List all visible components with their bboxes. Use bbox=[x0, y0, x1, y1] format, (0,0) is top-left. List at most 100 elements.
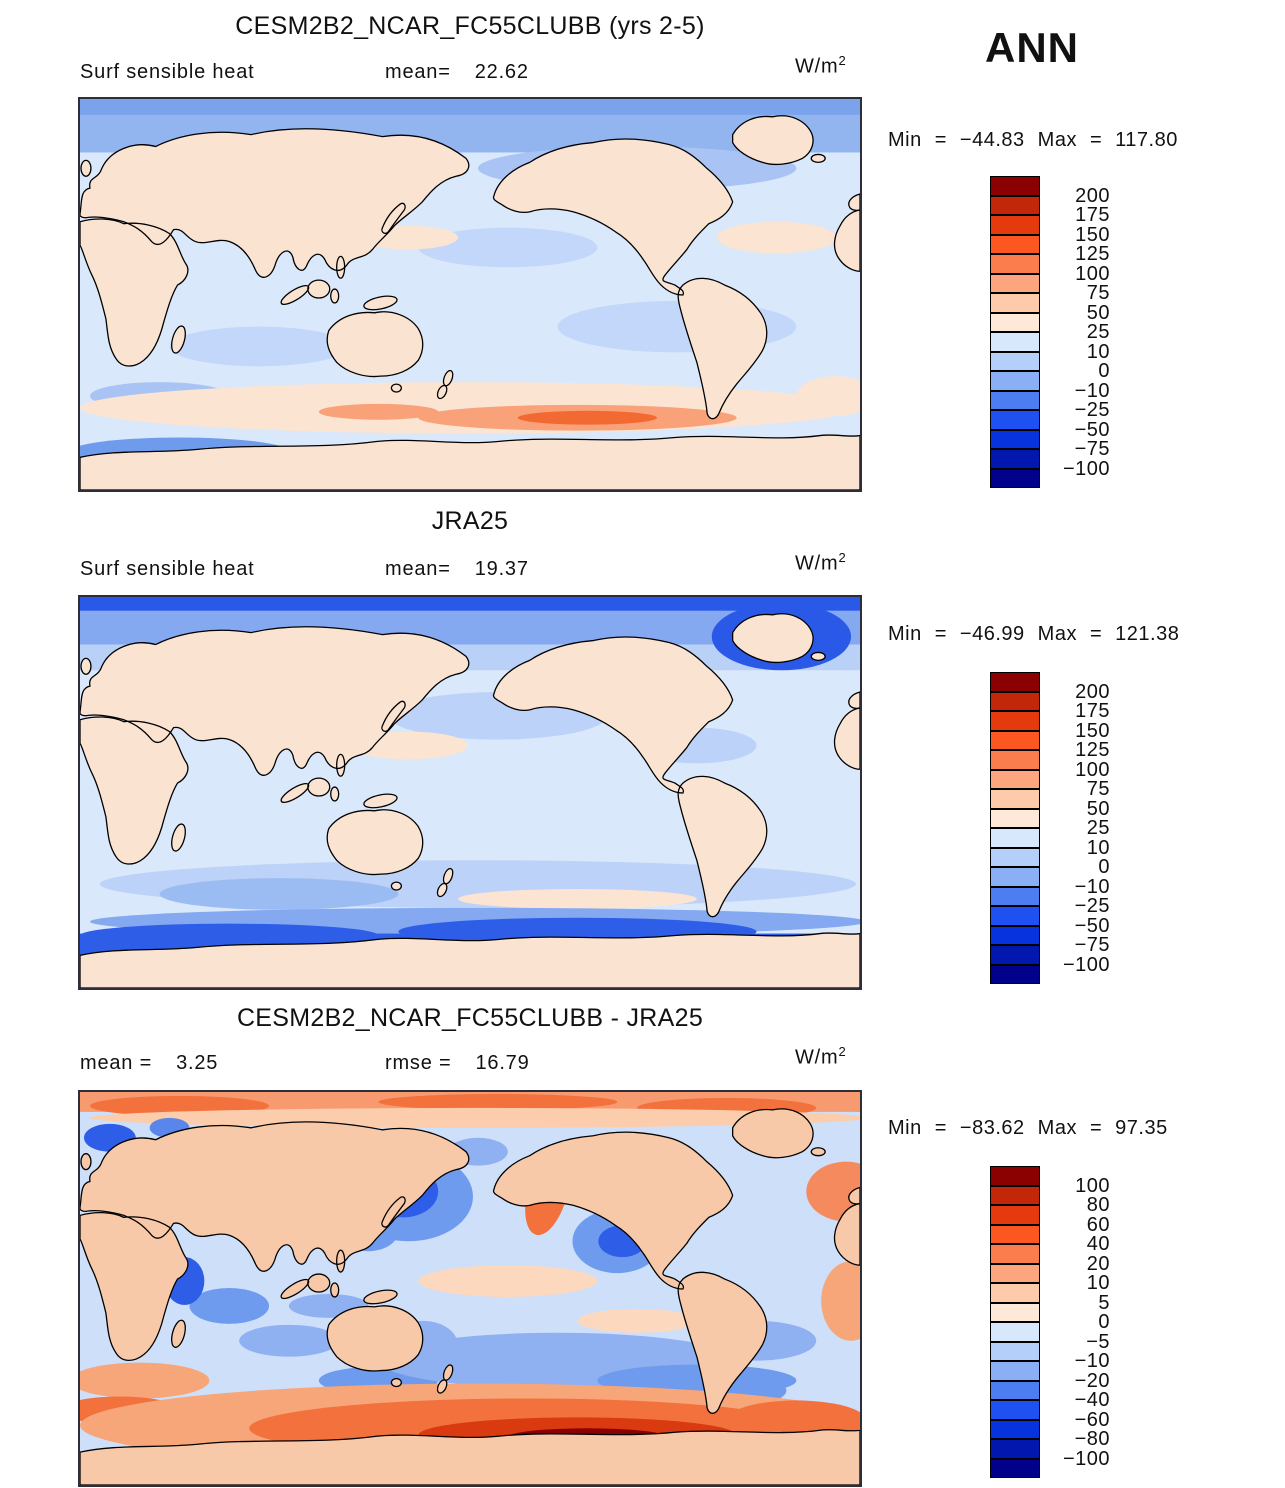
colorbar-cell bbox=[990, 1283, 1040, 1303]
colorbar-tick-label: −25 bbox=[1074, 895, 1110, 917]
panel-model: CESM2B2_NCAR_FC55CLUBB (yrs 2-5) Surf se… bbox=[0, 0, 1285, 500]
units-exponent: 2 bbox=[838, 53, 847, 68]
colorbar-tick-label: 75 bbox=[1086, 282, 1110, 304]
colorbar-tick-label: −75 bbox=[1074, 438, 1110, 460]
colorbar-tick-label: 40 bbox=[1086, 1233, 1110, 1255]
colorbar-cell bbox=[990, 351, 1040, 371]
equals-sign: = bbox=[1089, 1117, 1103, 1139]
colorbar-cell bbox=[990, 691, 1040, 711]
units-text: W/m bbox=[795, 552, 839, 575]
colorbar-tick-label: 125 bbox=[1075, 739, 1110, 761]
colorbar-tick-label: −100 bbox=[1062, 457, 1110, 480]
max-value: 97.35 bbox=[1115, 1117, 1168, 1139]
colorbar-cell bbox=[990, 390, 1040, 410]
colorbar-tick-label: −50 bbox=[1074, 418, 1110, 441]
colorbar-cell bbox=[990, 886, 1040, 906]
colorbar-tick-label: 150 bbox=[1075, 223, 1110, 246]
rmse-stat: rmse = 16.79 bbox=[385, 1052, 530, 1075]
colorbar-cell bbox=[990, 1380, 1040, 1400]
colorbar-tick-label: −20 bbox=[1074, 1369, 1110, 1392]
colorbar-tick-label: 10 bbox=[1086, 836, 1110, 859]
colorbar-cell bbox=[990, 1185, 1040, 1205]
map-difference bbox=[78, 1090, 862, 1487]
colorbar-tick-label: 175 bbox=[1075, 204, 1110, 226]
min-value: −83.62 bbox=[959, 1117, 1025, 1139]
map-difference-figure bbox=[80, 1092, 860, 1485]
rmse-label: rmse = bbox=[385, 1052, 452, 1074]
equals-sign: = bbox=[934, 1117, 947, 1139]
colorbar-tick-label: −5 bbox=[1086, 1330, 1110, 1353]
max-label: Max bbox=[1037, 1117, 1077, 1139]
colorbar-cell bbox=[990, 1322, 1040, 1342]
colorbar-cell bbox=[990, 1263, 1040, 1283]
colorbar-tick-label: 60 bbox=[1086, 1213, 1110, 1236]
equals-sign: = bbox=[1089, 623, 1103, 645]
mean-label: mean = bbox=[80, 1052, 153, 1074]
colorbar-cell bbox=[990, 1439, 1040, 1459]
min-value: −44.83 bbox=[959, 129, 1025, 151]
minmax-stat: Min = −46.99 Max = 121.38 bbox=[888, 623, 1179, 646]
colorbar: 200 175 150 125 100 75 50 25 10 0 −10 −25 −50 −75 −100 bbox=[990, 672, 1110, 984]
colorbar-cell bbox=[990, 332, 1040, 352]
colorbar-cell bbox=[990, 847, 1040, 867]
colorbar-cell bbox=[990, 1205, 1040, 1225]
colorbar-cell bbox=[990, 293, 1040, 313]
minmax-stat: Min = −83.62 Max = 97.35 bbox=[888, 1117, 1168, 1140]
map-model bbox=[78, 97, 862, 492]
colorbar-cell bbox=[990, 215, 1040, 235]
colorbar-tick-label: 175 bbox=[1075, 700, 1110, 722]
units-text: W/m bbox=[795, 55, 839, 78]
colorbar-cell bbox=[990, 1166, 1040, 1186]
colorbar: 100 80 60 40 20 10 5 0 −5 −10 −20 −40 −60 −80 −100 bbox=[990, 1166, 1110, 1478]
colorbar-cell bbox=[990, 1400, 1040, 1420]
colorbar-tick-label: 75 bbox=[1086, 778, 1110, 800]
max-value: 121.38 bbox=[1115, 623, 1180, 645]
colorbar-cell bbox=[990, 925, 1040, 945]
colorbar-cell bbox=[990, 750, 1040, 770]
colorbar-cell bbox=[990, 1341, 1040, 1361]
colorbar-cell bbox=[990, 828, 1040, 848]
mean-label: mean= bbox=[385, 61, 451, 83]
colorbar-tick-label: 25 bbox=[1086, 321, 1110, 343]
colorbar-cell bbox=[990, 410, 1040, 430]
units-label: W/m2 bbox=[795, 1044, 847, 1070]
colorbar-tick-label: 10 bbox=[1086, 1272, 1110, 1294]
colorbar-tick-label: 0 bbox=[1098, 856, 1110, 878]
map-model-figure bbox=[80, 99, 860, 490]
colorbar-cell bbox=[990, 867, 1040, 887]
colorbar-tick-label: 5 bbox=[1098, 1291, 1110, 1314]
colorbar-cell bbox=[990, 789, 1040, 809]
panel-title: JRA25 bbox=[431, 507, 509, 535]
min-label: Min bbox=[888, 623, 922, 645]
panel-title: CESM2B2_NCAR_FC55CLUBB (yrs 2-5) bbox=[235, 12, 705, 40]
colorbar-cell bbox=[990, 273, 1040, 293]
colorbar-cell bbox=[990, 1361, 1040, 1381]
colorbar-cell bbox=[990, 1419, 1040, 1439]
colorbar-tick-label: 20 bbox=[1086, 1252, 1110, 1275]
colorbar-cell bbox=[990, 176, 1040, 196]
equals-sign: = bbox=[934, 129, 947, 151]
colorbar-tick-label: 80 bbox=[1086, 1194, 1110, 1216]
colorbar-cell bbox=[990, 1244, 1040, 1264]
mean-value: 3.25 bbox=[176, 1052, 219, 1074]
map-reference-figure bbox=[80, 597, 860, 988]
colorbar-tick-label: −10 bbox=[1074, 379, 1110, 402]
colorbar-tick-label: 200 bbox=[1075, 680, 1110, 703]
panel-title: CESM2B2_NCAR_FC55CLUBB - JRA25 bbox=[236, 1004, 704, 1032]
colorbar-tick-label: 100 bbox=[1075, 262, 1110, 285]
units-exponent: 2 bbox=[838, 1044, 847, 1059]
colorbar-tick-label: 125 bbox=[1075, 243, 1110, 265]
units-exponent: 2 bbox=[838, 550, 847, 565]
equals-sign: = bbox=[934, 623, 947, 645]
mean-value: 19.37 bbox=[474, 558, 529, 580]
colorbar-cell bbox=[990, 312, 1040, 332]
colorbar-cell bbox=[990, 906, 1040, 926]
panel-difference: CESM2B2_NCAR_FC55CLUBB - JRA25 mean = 3.2… bbox=[0, 998, 1285, 1488]
panel-reference: JRA25 Surf sensible heat mean= 19.37 W/m2… bbox=[0, 500, 1285, 998]
colorbar-tick-label: 0 bbox=[1098, 1311, 1110, 1333]
colorbar-cell bbox=[990, 711, 1040, 731]
colorbar-tick-label: −10 bbox=[1074, 1350, 1110, 1372]
mean-stat: mean = 3.25 bbox=[80, 1052, 218, 1075]
colorbar-tick-label: −60 bbox=[1074, 1408, 1110, 1431]
